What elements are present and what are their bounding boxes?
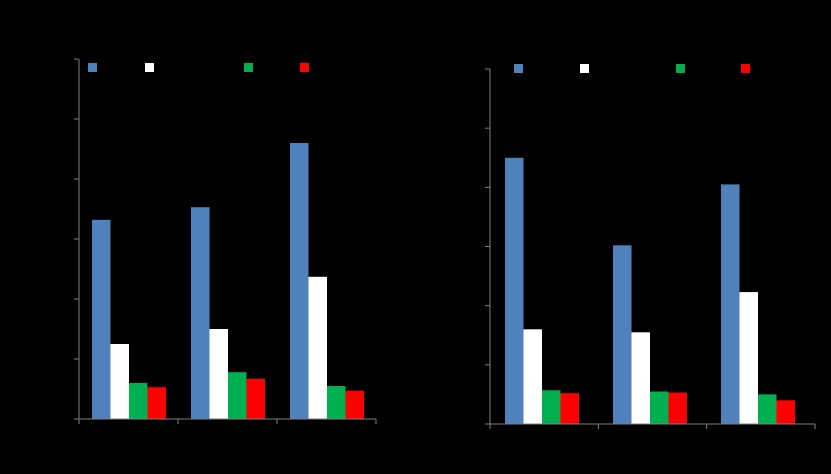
bar-series-2-group-3 xyxy=(308,276,327,419)
bar-series-1-group-3 xyxy=(721,184,740,424)
bar-series-1-group-3 xyxy=(290,143,309,419)
bar-series-4-group-1 xyxy=(147,387,166,419)
bar-series-4-group-2 xyxy=(668,392,687,424)
bar-series-3-group-2 xyxy=(228,372,247,419)
bar-series-4-group-1 xyxy=(560,393,579,424)
legend-swatch-1 xyxy=(514,64,523,73)
bar-series-2-group-2 xyxy=(631,332,650,424)
bar-series-2-group-1 xyxy=(523,329,542,424)
bar-series-1-group-1 xyxy=(505,157,524,425)
bar-series-3-group-1 xyxy=(129,383,148,419)
bar-series-1-group-1 xyxy=(92,219,111,419)
legend-swatch-3 xyxy=(244,63,253,72)
bar-series-4-group-3 xyxy=(776,400,795,424)
left-bar-chart xyxy=(74,58,377,424)
bar-series-1-group-2 xyxy=(613,245,632,424)
bar-series-2-group-2 xyxy=(209,329,228,419)
bar-series-3-group-3 xyxy=(758,394,777,424)
bar-series-4-group-2 xyxy=(246,378,265,419)
legend-swatch-1 xyxy=(88,63,97,72)
bar-series-2-group-1 xyxy=(110,344,129,419)
bar-series-3-group-2 xyxy=(650,391,669,424)
bar-series-2-group-3 xyxy=(739,292,758,424)
legend-swatch-2 xyxy=(145,63,154,72)
legend-swatch-4 xyxy=(741,64,750,73)
legend-swatch-2 xyxy=(580,64,589,73)
right-bar-chart xyxy=(485,64,816,429)
legend-swatch-4 xyxy=(300,63,309,72)
bar-series-3-group-1 xyxy=(542,390,561,424)
legend-swatch-3 xyxy=(676,64,685,73)
bar-series-3-group-3 xyxy=(327,386,346,419)
bar-series-4-group-3 xyxy=(345,390,364,419)
bar-series-1-group-2 xyxy=(191,207,210,419)
